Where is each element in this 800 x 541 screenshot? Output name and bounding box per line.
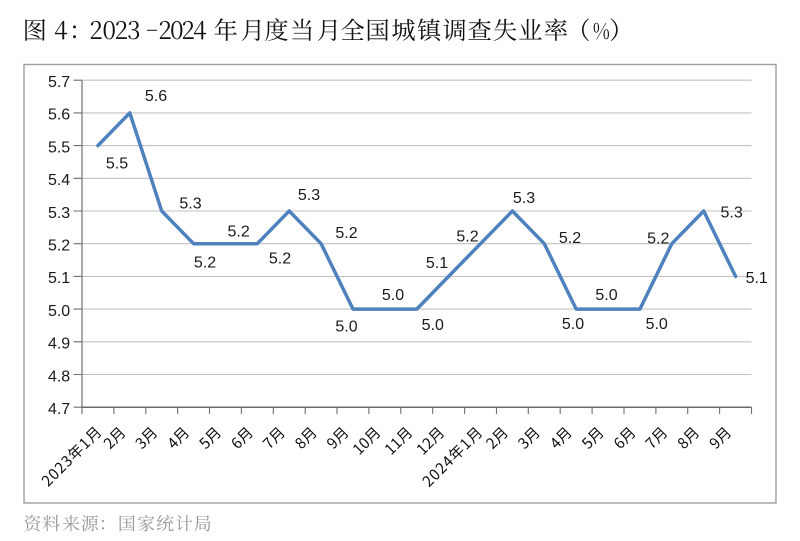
svg-text:5.3: 5.3: [48, 205, 70, 222]
svg-text:5.1: 5.1: [746, 270, 768, 287]
svg-text:5.2: 5.2: [194, 254, 216, 271]
svg-text:4.7: 4.7: [48, 401, 70, 418]
svg-text:4.8: 4.8: [48, 368, 70, 385]
svg-text:5.3: 5.3: [513, 190, 535, 207]
svg-text:5.6: 5.6: [145, 88, 167, 105]
svg-text:5.4: 5.4: [48, 172, 70, 189]
svg-text:5.3: 5.3: [298, 187, 320, 204]
svg-text:5.2: 5.2: [559, 230, 581, 247]
svg-text:5.2: 5.2: [48, 238, 70, 255]
svg-text:5.0: 5.0: [382, 287, 404, 304]
svg-text:5.0: 5.0: [595, 287, 617, 304]
svg-text:5.3: 5.3: [720, 204, 742, 221]
svg-text:5.2: 5.2: [647, 230, 669, 247]
svg-text:5.6: 5.6: [48, 107, 70, 124]
svg-text:5.0: 5.0: [646, 316, 668, 333]
svg-text:5.5: 5.5: [106, 155, 128, 172]
svg-text:5.1: 5.1: [48, 270, 70, 287]
svg-text:5.7: 5.7: [48, 74, 70, 91]
svg-text:5.2: 5.2: [269, 251, 291, 268]
svg-text:5.2: 5.2: [335, 225, 357, 242]
svg-text:5.0: 5.0: [422, 317, 444, 334]
svg-text:5.2: 5.2: [227, 223, 249, 240]
svg-text:5.0: 5.0: [562, 316, 584, 333]
svg-text:5.3: 5.3: [179, 195, 201, 212]
svg-text:5.1: 5.1: [426, 255, 448, 272]
svg-text:5.5: 5.5: [48, 139, 70, 156]
svg-text:5.0: 5.0: [48, 303, 70, 320]
svg-text:5.2: 5.2: [456, 228, 478, 245]
svg-text:5.0: 5.0: [335, 318, 357, 335]
svg-text:4.9: 4.9: [48, 336, 70, 353]
